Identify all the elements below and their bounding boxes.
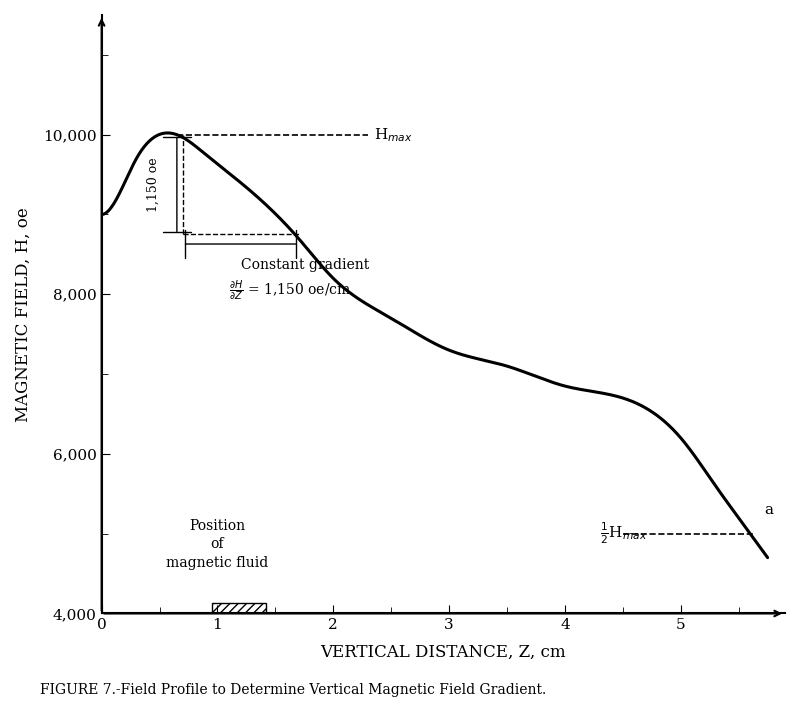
Text: a: a: [764, 503, 773, 517]
Text: Position
of
magnetic fluid: Position of magnetic fluid: [166, 519, 269, 570]
Text: 1,150 oe: 1,150 oe: [147, 157, 160, 212]
Text: H$_{max}$: H$_{max}$: [374, 126, 413, 144]
Text: FIGURE 7.-Field Profile to Determine Vertical Magnetic Field Gradient.: FIGURE 7.-Field Profile to Determine Ver…: [40, 683, 546, 697]
Text: Constant gradient: Constant gradient: [241, 258, 369, 272]
Text: $\frac{1}{2}$H$_{max}$: $\frac{1}{2}$H$_{max}$: [600, 521, 647, 547]
Text: $\frac{\partial H}{\partial Z}$ = 1,150 oe/cm: $\frac{\partial H}{\partial Z}$ = 1,150 …: [229, 278, 351, 303]
X-axis label: VERTICAL DISTANCE, Z, cm: VERTICAL DISTANCE, Z, cm: [321, 643, 566, 661]
Bar: [212, 603, 266, 614]
Y-axis label: MAGNETIC FIELD, H, oe: MAGNETIC FIELD, H, oe: [15, 207, 32, 422]
